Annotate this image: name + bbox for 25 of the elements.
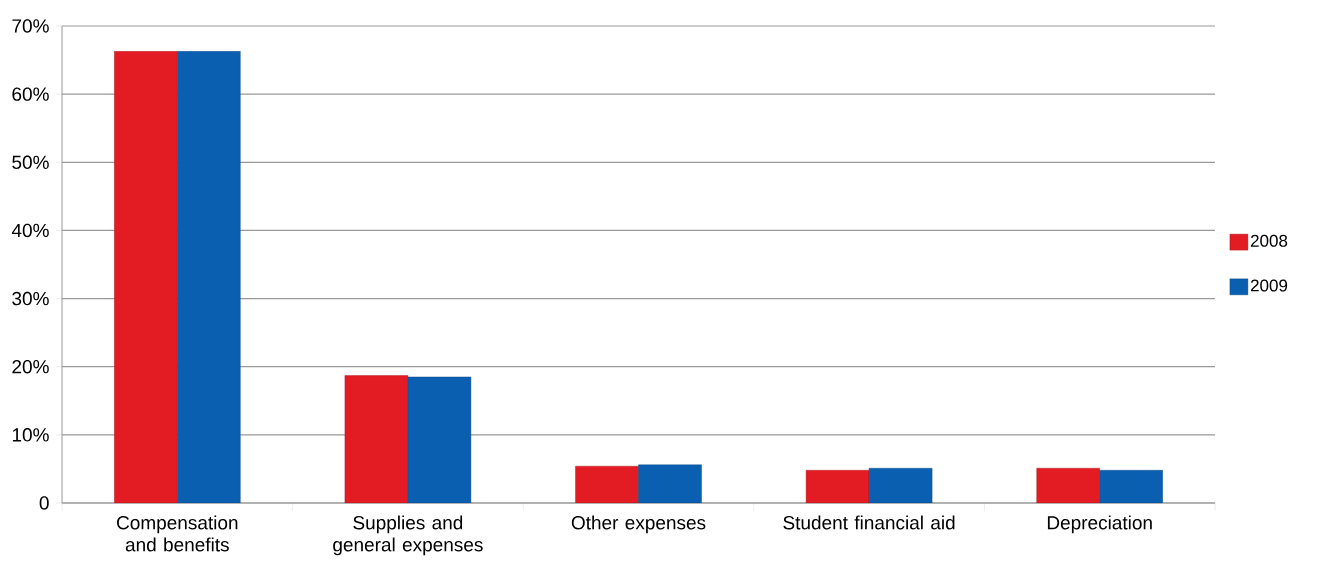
bar [177,51,241,503]
x-tick-label: Compensation and benefits [117,515,238,552]
bar [1099,470,1163,503]
bar [344,375,409,503]
legend-label: 2008 [1250,234,1288,247]
y-tick-label: 60% [12,87,49,101]
bar [407,376,472,503]
bar [638,464,702,503]
y-tick-label: 20% [12,359,49,374]
x-tick-label: Other expenses [571,515,706,534]
bar [575,465,639,503]
bar [805,470,870,503]
bar [1036,468,1100,503]
y-tick-label: 50% [12,155,49,169]
x-tick-label: Depreciation [1047,515,1152,534]
y-tick-label: 70% [12,19,49,33]
bar [868,468,933,503]
y-tick-label: 30% [12,291,49,306]
x-tick-label: Supplies and general expenses [333,515,483,556]
y-tick-label: 10% [12,428,49,442]
x-tick-label: Student financial aid [783,515,955,530]
y-tick-label: 0 [39,496,49,510]
y-tick-label: 40% [11,223,49,238]
bar [114,51,178,503]
legend-label: 2009 [1250,279,1288,292]
